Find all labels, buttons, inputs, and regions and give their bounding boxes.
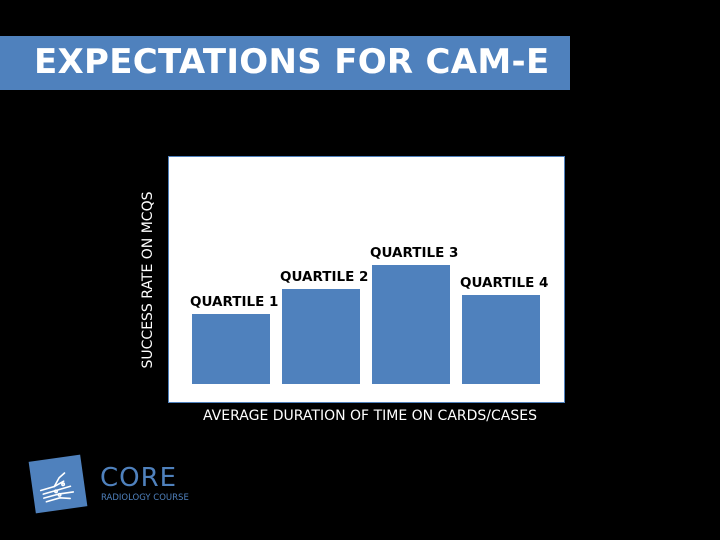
bar-label-3: QUARTILE 3 — [370, 245, 458, 261]
bar-label-4: QUARTILE 4 — [460, 275, 548, 291]
slide-title: EXPECTATIONS FOR CAM-E — [34, 42, 550, 82]
bar-1 — [192, 314, 270, 384]
bar-3 — [372, 265, 450, 384]
logo-subtitle: RADIOLOGY COURSE — [101, 493, 189, 503]
x-axis-label: AVERAGE DURATION OF TIME ON CARDS/CASES — [203, 408, 537, 424]
bar-label-2: QUARTILE 2 — [280, 269, 368, 285]
title-bar: EXPECTATIONS FOR CAM-E — [0, 36, 570, 90]
y-axis-label: SUCCESS RATE ON MCQS — [140, 191, 156, 369]
hand-xray-icon — [28, 454, 88, 514]
bar-4 — [462, 295, 540, 384]
bar-label-1: QUARTILE 1 — [190, 294, 278, 310]
core-radiology-logo: CORE RADIOLOGY COURSE — [28, 454, 198, 516]
bar-2 — [282, 289, 360, 384]
logo-name: CORE — [100, 463, 178, 493]
